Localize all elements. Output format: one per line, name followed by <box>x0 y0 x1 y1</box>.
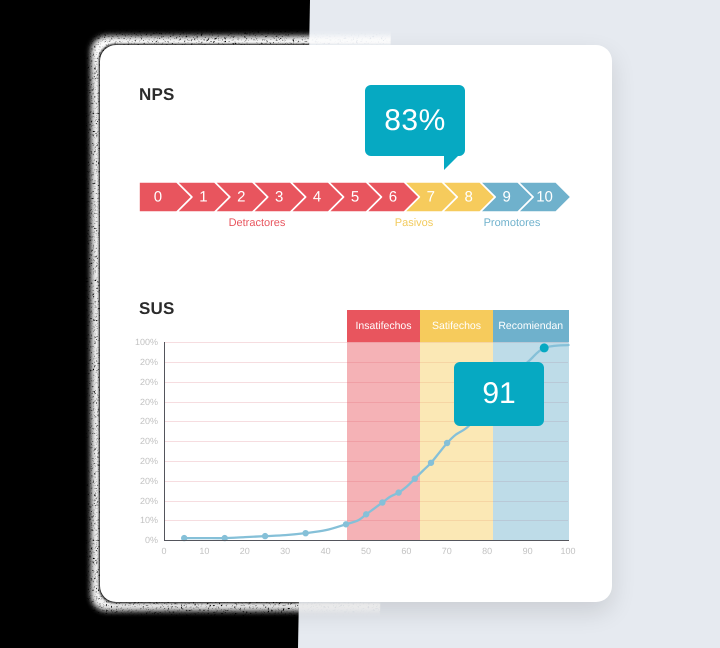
svg-text:5: 5 <box>351 189 359 206</box>
svg-text:6: 6 <box>389 189 397 206</box>
svg-text:1: 1 <box>199 189 207 206</box>
svg-text:3: 3 <box>275 189 283 206</box>
svg-text:0: 0 <box>154 189 162 206</box>
svg-text:7: 7 <box>427 189 435 206</box>
svg-text:4: 4 <box>313 189 321 206</box>
svg-text:2: 2 <box>237 189 245 206</box>
svg-text:9: 9 <box>502 189 510 206</box>
svg-text:8: 8 <box>465 189 473 206</box>
svg-text:10: 10 <box>536 189 553 206</box>
